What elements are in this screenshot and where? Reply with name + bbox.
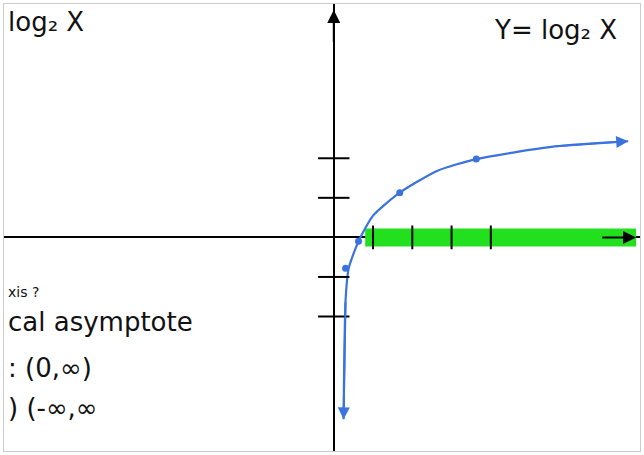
svg-text:: (0,∞): : (0,∞) xyxy=(8,353,92,383)
svg-text:xis ?: xis ? xyxy=(8,284,39,300)
svg-text:log₂ X: log₂ X xyxy=(8,7,84,37)
svg-text:Y= log₂ X: Y= log₂ X xyxy=(494,15,617,45)
svg-text:) (-∞,∞: ) (-∞,∞ xyxy=(8,393,98,423)
svg-text:cal asymptote: cal asymptote xyxy=(8,307,193,337)
